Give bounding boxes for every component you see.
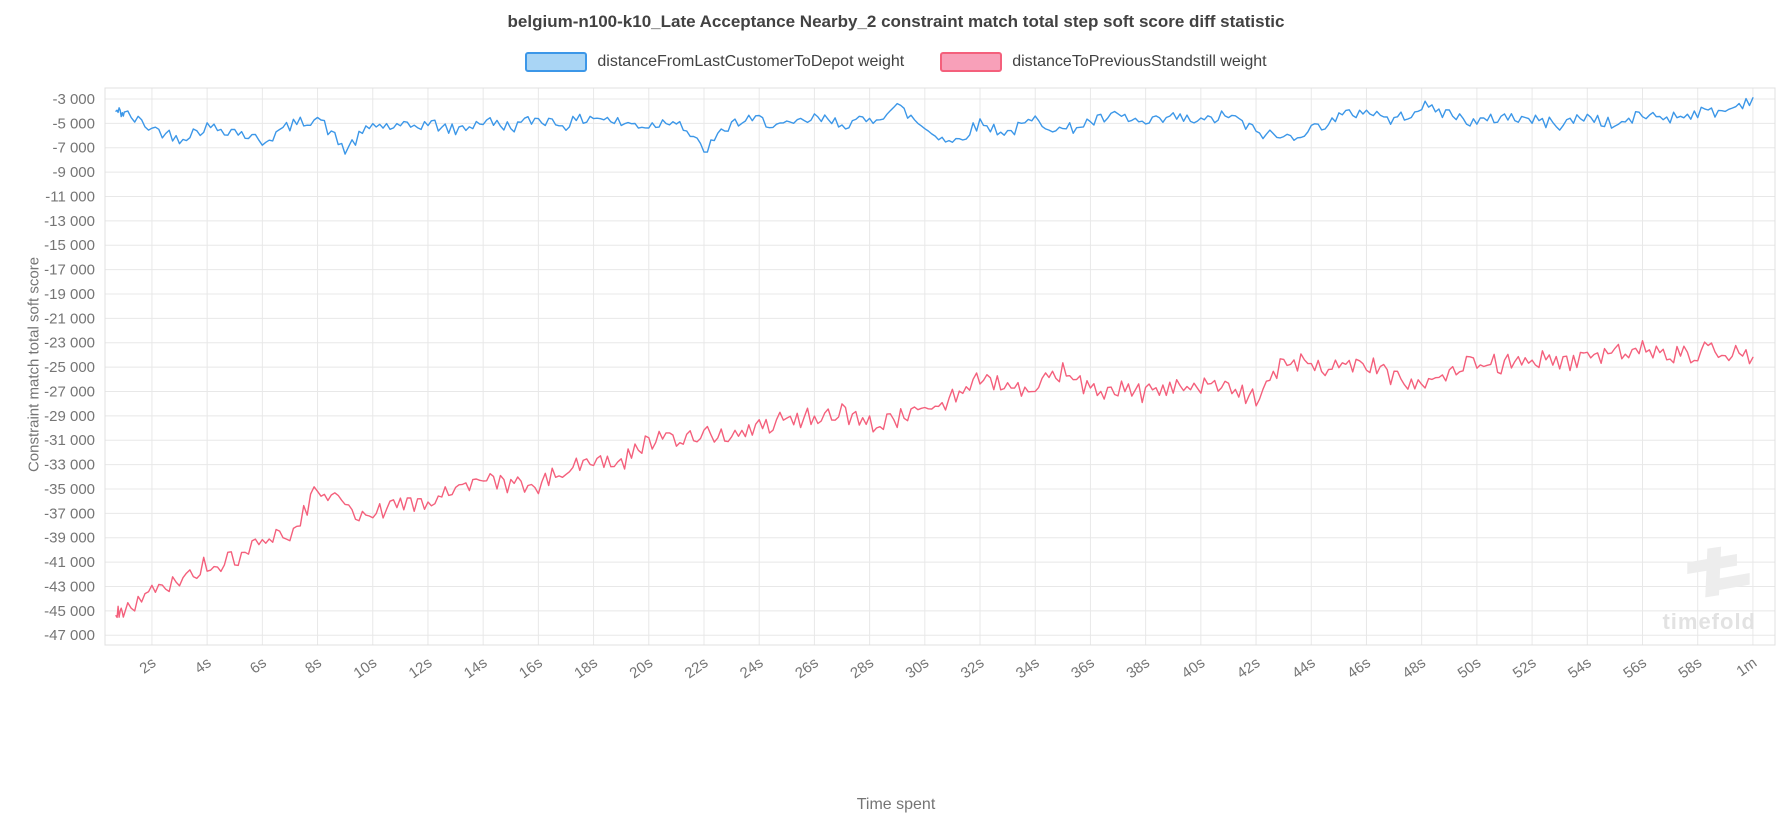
plot-border <box>104 87 1776 646</box>
x-tick-label: 48s <box>1399 654 1429 682</box>
legend: distanceFromLastCustomerToDepot weight d… <box>0 52 1792 72</box>
y-tick-label: -41 000 <box>44 554 95 571</box>
x-tick-label: 36s <box>1068 654 1098 682</box>
x-axis-title: Time spent <box>856 796 936 813</box>
x-tick-label: 58s <box>1675 654 1705 682</box>
y-tick-label: -31 000 <box>44 432 95 449</box>
x-tick-label: 12s <box>406 654 436 682</box>
x-tick-label: 2s <box>136 654 159 677</box>
y-tick-label: -23 000 <box>44 335 95 352</box>
x-tick-label: 16s <box>516 654 546 682</box>
x-tick-label: 30s <box>903 654 933 682</box>
x-tick-label: 50s <box>1455 654 1485 682</box>
x-tick-label: 56s <box>1620 654 1650 682</box>
x-tick-label: 46s <box>1344 654 1374 682</box>
y-tick-label: -43 000 <box>44 578 95 595</box>
legend-item-distance-from-last-customer[interactable]: distanceFromLastCustomerToDepot weight <box>525 52 904 72</box>
y-tick-label: -47 000 <box>44 627 95 644</box>
series-line-1 <box>115 340 1754 619</box>
y-tick-label: -19 000 <box>44 286 95 303</box>
y-tick-label: -37 000 <box>44 505 95 522</box>
chart-title: belgium-n100-k10_Late Acceptance Nearby_… <box>507 12 1285 31</box>
x-tick-label: 28s <box>847 654 877 682</box>
x-tick-label: 24s <box>737 654 767 682</box>
series-line-0 <box>115 97 1754 155</box>
x-tick-label: 18s <box>571 654 601 682</box>
x-tick-label: 1m <box>1733 654 1760 680</box>
y-tick-label: -7 000 <box>52 140 95 157</box>
legend-swatch-blue-icon <box>525 52 588 72</box>
y-tick-label: -11 000 <box>45 188 95 205</box>
x-tick-label: 10s <box>350 654 380 682</box>
legend-swatch-pink-icon <box>940 52 1003 72</box>
y-tick-label: -25 000 <box>44 359 95 376</box>
y-tick-label: -29 000 <box>44 408 95 425</box>
x-tick-label: 20s <box>627 654 657 682</box>
x-tick-label: 40s <box>1179 654 1209 682</box>
x-tick-label: 8s <box>302 654 325 677</box>
legend-label: distanceToPreviousStandstill weight <box>1012 53 1267 70</box>
x-tick-label: 22s <box>682 654 712 682</box>
y-tick-label: -13 000 <box>44 213 95 230</box>
x-tick-label: 42s <box>1234 654 1264 682</box>
y-tick-label: -9 000 <box>52 164 95 181</box>
x-tick-label: 34s <box>1013 654 1043 682</box>
y-tick-label: -21 000 <box>44 310 95 327</box>
x-tick-label: 26s <box>792 654 822 682</box>
x-tick-label: 6s <box>247 654 270 677</box>
y-tick-label: -15 000 <box>44 237 95 254</box>
x-tick-label: 32s <box>958 654 988 682</box>
y-tick-label: -27 000 <box>44 383 95 400</box>
y-tick-label: -5 000 <box>52 115 95 132</box>
x-tick-label: 4s <box>192 654 215 677</box>
y-tick-label: -45 000 <box>44 603 95 620</box>
y-tick-label: -39 000 <box>44 530 95 547</box>
x-tick-label: 52s <box>1510 654 1540 682</box>
legend-label: distanceFromLastCustomerToDepot weight <box>597 53 905 70</box>
legend-item-distance-to-previous-standstill[interactable]: distanceToPreviousStandstill weight <box>940 52 1267 72</box>
y-tick-label: -35 000 <box>44 481 95 498</box>
x-tick-label: 44s <box>1289 654 1319 682</box>
y-tick-label: -3 000 <box>52 91 95 108</box>
x-tick-label: 54s <box>1565 654 1595 682</box>
y-tick-label: -17 000 <box>44 262 95 279</box>
y-tick-label: -33 000 <box>44 457 95 474</box>
x-tick-label: 38s <box>1123 654 1153 682</box>
y-axis-title: Constraint match total soft score <box>25 256 43 473</box>
x-tick-label: 14s <box>461 654 491 682</box>
